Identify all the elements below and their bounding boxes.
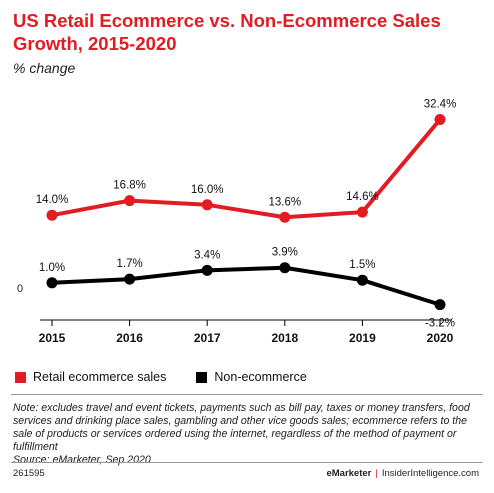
note-text: Note: excludes travel and event tickets,… xyxy=(13,402,470,453)
data-point-non-ecommerce-2015 xyxy=(46,277,58,289)
legend-swatch-ecommerce xyxy=(15,371,26,383)
data-point-non-ecommerce-2018 xyxy=(279,262,291,274)
x-tick-label-2019: 2019 xyxy=(349,331,376,345)
data-label-non-ecommerce-2018: 3.9% xyxy=(272,247,298,259)
data-point-ecommerce-2016 xyxy=(124,195,136,207)
legend-item-non-ecommerce: Non-ecommerce xyxy=(196,370,307,384)
x-tick-label-2016: 2016 xyxy=(116,331,143,345)
data-label-ecommerce-2017: 16.0% xyxy=(191,184,224,196)
data-label-ecommerce-2019: 14.6% xyxy=(346,191,379,203)
data-point-non-ecommerce-2020 xyxy=(434,299,446,311)
chart-note: Note: excludes travel and event tickets,… xyxy=(13,402,483,467)
brand-separator: | xyxy=(375,468,378,479)
x-tick-label-2015: 2015 xyxy=(39,331,66,345)
data-label-non-ecommerce-2019: 1.5% xyxy=(349,259,375,271)
x-tick-label-2020: 2020 xyxy=(427,331,454,345)
data-label-ecommerce-2020: 32.4% xyxy=(424,99,457,111)
series-line-ecommerce xyxy=(50,117,442,220)
data-point-non-ecommerce-2017 xyxy=(201,264,213,276)
divider-bottom xyxy=(11,462,483,463)
brand-emarketer: eMarketer xyxy=(326,468,372,479)
data-label-non-ecommerce-2017: 3.4% xyxy=(194,249,220,261)
data-label-ecommerce-2016: 16.8% xyxy=(113,180,146,192)
footer-brand: eMarketer | InsiderIntelligence.com xyxy=(326,468,479,479)
data-point-non-ecommerce-2016 xyxy=(124,273,136,285)
y-tick-label-zero: 0 xyxy=(17,283,23,295)
legend-label-non-ecommerce: Non-ecommerce xyxy=(214,370,307,384)
data-label-non-ecommerce-2015: 1.0% xyxy=(39,262,65,274)
source-text: Source: eMarketer, Sep 2020 xyxy=(13,454,151,466)
data-label-non-ecommerce-2020: -3.2% xyxy=(425,318,455,330)
data-point-non-ecommerce-2019 xyxy=(356,274,368,286)
legend-swatch-non-ecommerce xyxy=(196,371,208,383)
legend-label-ecommerce: Retail ecommerce sales xyxy=(33,370,167,384)
data-point-ecommerce-2019 xyxy=(356,206,368,218)
x-tick-label-2018: 2018 xyxy=(271,331,298,345)
brand-insider: InsiderIntelligence.com xyxy=(381,468,479,479)
data-label-non-ecommerce-2016: 1.7% xyxy=(116,258,142,270)
series-line-non-ecommerce xyxy=(50,265,442,307)
chart-subtitle: % change xyxy=(13,60,76,76)
chart-id: 261595 xyxy=(13,468,45,479)
divider-top xyxy=(11,394,483,395)
chart-legend: Retail ecommerce sales Non-ecommerce xyxy=(15,370,337,384)
data-point-ecommerce-2015 xyxy=(46,209,58,221)
data-point-ecommerce-2018 xyxy=(279,211,291,223)
chart-title: US Retail Ecommerce vs. Non-Ecommerce Sa… xyxy=(13,10,441,54)
data-label-ecommerce-2015: 14.0% xyxy=(36,194,69,206)
data-point-ecommerce-2017 xyxy=(201,199,213,211)
data-point-ecommerce-2020 xyxy=(434,114,446,126)
line-chart: 0 2015 2016 2017 2018 2019 2020 14.0% 16.8% 16.0%… xyxy=(17,99,457,345)
legend-item-ecommerce: Retail ecommerce sales xyxy=(15,370,166,384)
x-tick-label-2017: 2017 xyxy=(194,331,221,345)
data-label-ecommerce-2018: 13.6% xyxy=(268,196,301,208)
